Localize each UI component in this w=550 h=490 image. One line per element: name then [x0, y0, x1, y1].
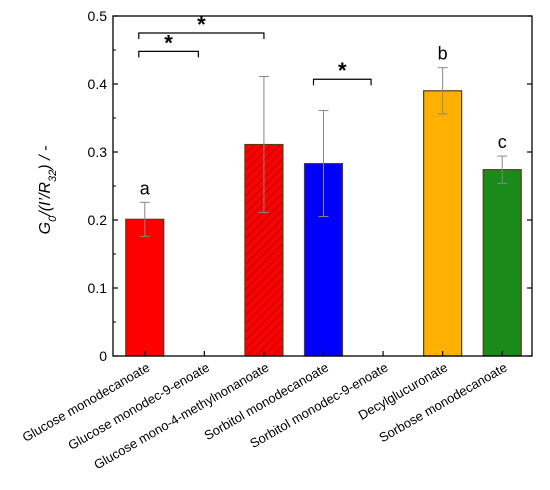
- error-bar-5: [437, 67, 448, 115]
- error-bar-2: [258, 76, 269, 214]
- group-letter-c: c: [498, 132, 507, 152]
- significance-bracket: *: [312, 58, 372, 86]
- significance-star: *: [338, 58, 347, 83]
- bar-0: [125, 218, 165, 357]
- y-tick-label: 0.4: [88, 76, 108, 92]
- group-letter-a: a: [140, 178, 151, 198]
- y-tick-label: 0.5: [88, 8, 108, 24]
- y-tick-label: 0.1: [88, 280, 108, 296]
- y-tick-label: 0: [99, 348, 107, 364]
- significance-bracket: *: [138, 30, 199, 58]
- y-axis-label: G0/(I’/R32) / -: [37, 146, 59, 235]
- bar-6: [482, 169, 522, 357]
- error-bar-6: [497, 155, 508, 184]
- group-letter-b: b: [438, 44, 448, 64]
- significance-star: *: [164, 30, 173, 55]
- significance-bracket: *: [138, 12, 265, 39]
- y-tick-label: 0.3: [88, 144, 108, 160]
- bar-5: [423, 90, 463, 357]
- error-bar-0: [139, 201, 150, 237]
- y-tick-label: 0.2: [88, 212, 108, 228]
- significance-star: *: [197, 12, 206, 37]
- error-bar-3: [318, 110, 329, 218]
